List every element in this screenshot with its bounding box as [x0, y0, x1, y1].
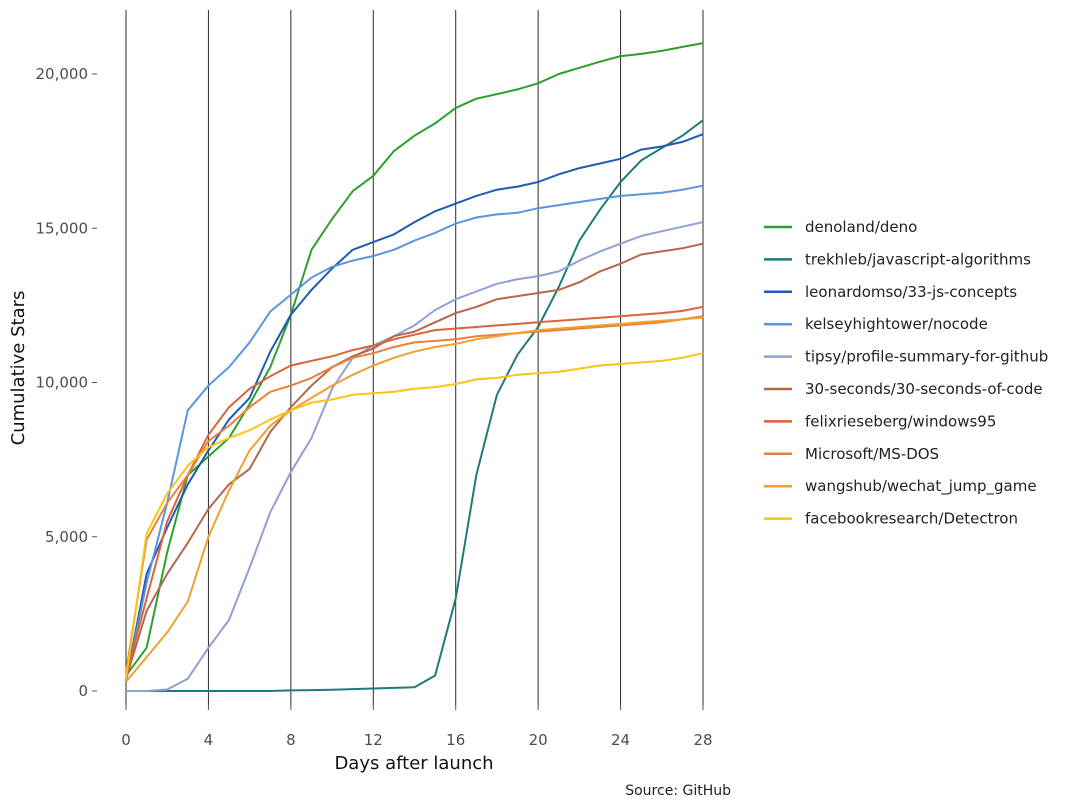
series-line-3 — [125, 184, 704, 682]
legend-label: felixrieseberg/windows95 — [805, 412, 996, 430]
x-axis: 0 4 8 12 16 20 24 28 — [121, 705, 713, 749]
legend-label: kelseyhightower/nocode — [805, 315, 988, 333]
legend-label: Microsoft/MS-DOS — [805, 445, 939, 463]
series-line-2 — [125, 133, 704, 682]
legend-label: 30-seconds/30-seconds-of-code — [805, 380, 1043, 398]
y-tick-label: 15,000 — [36, 219, 89, 237]
y-tick-label: 10,000 — [36, 374, 89, 392]
series-line-7 — [125, 315, 704, 673]
legend-label: leonardomso/33-js-concepts — [805, 283, 1017, 301]
legend-label: wangshub/wechat_jump_game — [805, 477, 1037, 496]
x-tick-label: 0 — [121, 731, 131, 749]
y-tick-label: 20,000 — [36, 65, 89, 83]
series-line-6 — [125, 305, 704, 676]
x-tick-label: 24 — [611, 731, 630, 749]
y-axis-title: Cumulative Stars — [8, 291, 29, 446]
x-tick-label: 28 — [693, 731, 712, 749]
x-tick-label: 8 — [286, 731, 296, 749]
x-axis-title: Days after launch — [334, 753, 493, 774]
legend-label: facebookresearch/Detectron — [805, 510, 1018, 528]
y-tick-label: 5,000 — [45, 528, 88, 546]
series-line-9 — [125, 352, 704, 679]
legend-label: trekhleb/javascript-algorithms — [805, 250, 1031, 268]
legend: denoland/deno trekhleb/javascript-algorit… — [764, 218, 1048, 528]
legend-label: denoland/deno — [805, 218, 917, 236]
series-line-4 — [126, 221, 704, 692]
series-line-1 — [126, 119, 704, 692]
series-line-0 — [125, 42, 704, 677]
vertical-gridlines — [125, 10, 704, 705]
series-line-8 — [125, 316, 704, 683]
series-lines — [125, 42, 704, 692]
x-tick-label: 4 — [204, 731, 214, 749]
series-line-5 — [125, 242, 704, 679]
y-tick-label: 0 — [78, 682, 88, 700]
source-caption: Source: GitHub — [625, 783, 731, 799]
x-tick-label: 16 — [446, 731, 465, 749]
x-tick-label: 20 — [529, 731, 548, 749]
y-axis: 0 5,000 10,000 15,000 20,000 — [36, 65, 97, 700]
x-tick-label: 12 — [364, 731, 383, 749]
legend-label: tipsy/profile-summary-for-github — [805, 348, 1048, 366]
